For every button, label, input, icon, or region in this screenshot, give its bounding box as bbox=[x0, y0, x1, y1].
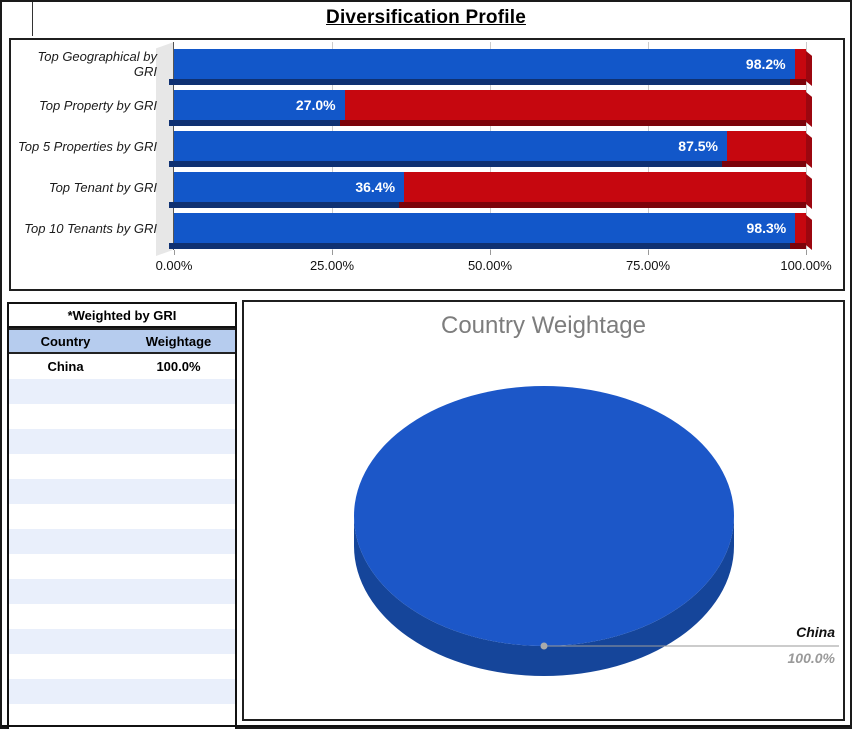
country-cell[interactable]: China bbox=[47, 359, 84, 374]
table-empty-row[interactable] bbox=[9, 604, 235, 629]
country-weightage-pie-chart[interactable]: Country Weightage China 100.0% bbox=[242, 300, 845, 721]
bar-bevel-red bbox=[790, 243, 806, 249]
bar-row[interactable]: 98.2% bbox=[174, 49, 812, 86]
table-empty-row[interactable] bbox=[9, 504, 235, 529]
column-header-country: Country bbox=[40, 333, 91, 349]
bar-value-label: 27.0% bbox=[295, 97, 336, 113]
table-empty-row[interactable] bbox=[9, 579, 235, 604]
x-axis-tick-label: 50.00% bbox=[467, 258, 513, 273]
x-axis-tick-label: 0.00% bbox=[155, 258, 193, 273]
pie-slice-label: China bbox=[796, 624, 835, 640]
bar-row[interactable]: 87.5% bbox=[174, 131, 812, 168]
bottom-grid-line bbox=[2, 725, 850, 727]
bar-segment-remainder[interactable] bbox=[404, 172, 806, 202]
bar-3d-endcap bbox=[806, 133, 812, 168]
bar-bevel-red bbox=[339, 120, 806, 126]
bar-row[interactable]: 27.0% bbox=[174, 90, 812, 127]
table-empty-row[interactable] bbox=[9, 379, 235, 404]
bar-bevel-red bbox=[399, 202, 806, 208]
pie-chart-title: Country Weightage bbox=[440, 312, 646, 339]
bar-3d-endcap bbox=[806, 174, 812, 209]
column-header-weightage: Weightage bbox=[145, 333, 212, 349]
bar-category-label: Top Tenant by GRI bbox=[48, 179, 157, 195]
bar-bevel-blue bbox=[169, 120, 340, 126]
table-header-row: Country Weightage bbox=[9, 328, 235, 354]
page-title: Diversification Profile bbox=[326, 7, 526, 28]
bar-value-label: 98.2% bbox=[745, 56, 786, 72]
bar-3d-bevel bbox=[169, 120, 806, 126]
x-axis-tick-label: 100.00% bbox=[780, 258, 832, 273]
x-axis-tick-label: 25.00% bbox=[309, 258, 355, 273]
bar-row[interactable]: 36.4% bbox=[174, 172, 812, 209]
table-caption: *Weighted by GRI bbox=[7, 302, 237, 328]
bar-segment-weighted[interactable]: 98.2% bbox=[174, 49, 795, 79]
bar-value-label: 87.5% bbox=[678, 138, 718, 154]
table-empty-row[interactable] bbox=[9, 554, 235, 579]
bar-bevel-red bbox=[789, 79, 806, 85]
table-empty-row[interactable] bbox=[9, 429, 235, 454]
bar-3d-bevel bbox=[169, 161, 806, 167]
axis-tick bbox=[806, 250, 807, 255]
bar-bevel-blue bbox=[169, 79, 790, 85]
weightage-cell[interactable]: 100.0% bbox=[156, 359, 201, 374]
axis-tick bbox=[648, 250, 649, 255]
x-axis-tick-label: 75.00% bbox=[625, 258, 671, 273]
bar-segment-weighted[interactable]: 27.0% bbox=[174, 90, 345, 120]
bar-segment-weighted[interactable]: 87.5% bbox=[174, 131, 727, 161]
bar-segment-weighted[interactable]: 36.4% bbox=[174, 172, 405, 202]
table-empty-row[interactable] bbox=[9, 404, 235, 429]
bar-3d-endcap bbox=[806, 51, 812, 86]
cell-border-artifact bbox=[32, 2, 33, 36]
bar-3d-endcap bbox=[806, 215, 812, 250]
table-empty-row[interactable] bbox=[9, 679, 235, 704]
bar-category-label: Top Geographical by GRI bbox=[37, 49, 158, 79]
bar-segment-remainder[interactable] bbox=[794, 49, 806, 79]
bar-segment-remainder[interactable] bbox=[795, 213, 806, 243]
y-axis-line bbox=[173, 42, 174, 250]
bar-3d-bevel bbox=[169, 243, 806, 249]
bar-value-label: 36.4% bbox=[355, 179, 396, 195]
bar-value-label: 98.3% bbox=[746, 220, 787, 236]
bar-bevel-blue bbox=[169, 243, 791, 249]
bar-segment-remainder[interactable] bbox=[344, 90, 806, 120]
bar-segment-weighted[interactable]: 98.3% bbox=[174, 213, 796, 243]
axis-tick bbox=[490, 250, 491, 255]
pie-graphic bbox=[354, 386, 839, 676]
bar-row[interactable]: 98.3% bbox=[174, 213, 812, 250]
bar-3d-bevel bbox=[169, 202, 806, 208]
axis-tick bbox=[174, 250, 175, 255]
bar-3d-bevel bbox=[169, 79, 806, 85]
diversification-bar-chart[interactable]: 0.00% 25.00% 50.00% 75.00% 100.00% Top Geogra… bbox=[9, 38, 845, 291]
table-empty-row[interactable] bbox=[9, 454, 235, 479]
weightage-table: *Weighted by GRI Country Weightage China… bbox=[7, 302, 237, 729]
pie-callout-dot bbox=[540, 642, 548, 650]
bar-segment-remainder[interactable] bbox=[727, 131, 806, 161]
bar-3d-endcap bbox=[806, 92, 812, 127]
table-empty-row[interactable] bbox=[9, 629, 235, 654]
table-empty-row[interactable] bbox=[9, 479, 235, 504]
bar-category-label: Top 5 Properties by GRI bbox=[18, 138, 157, 154]
table-empty-row[interactable] bbox=[9, 704, 235, 729]
table-row-china[interactable]: China 100.0% bbox=[9, 354, 235, 379]
bar-bevel-blue bbox=[169, 202, 400, 208]
chart-3d-wall bbox=[156, 42, 174, 256]
bar-bevel-red bbox=[722, 161, 806, 167]
bar-category-label: Top 10 Tenants by GRI bbox=[24, 220, 157, 236]
bar-category-label: Top Property by GRI bbox=[38, 97, 157, 113]
table-empty-row[interactable] bbox=[9, 529, 235, 554]
pie-3d-side bbox=[354, 516, 734, 676]
table-empty-row[interactable] bbox=[9, 654, 235, 679]
axis-tick bbox=[332, 250, 333, 255]
pie-slice-china[interactable] bbox=[354, 386, 734, 646]
bar-bevel-blue bbox=[169, 161, 722, 167]
pie-slice-value: 100.0% bbox=[787, 650, 835, 666]
